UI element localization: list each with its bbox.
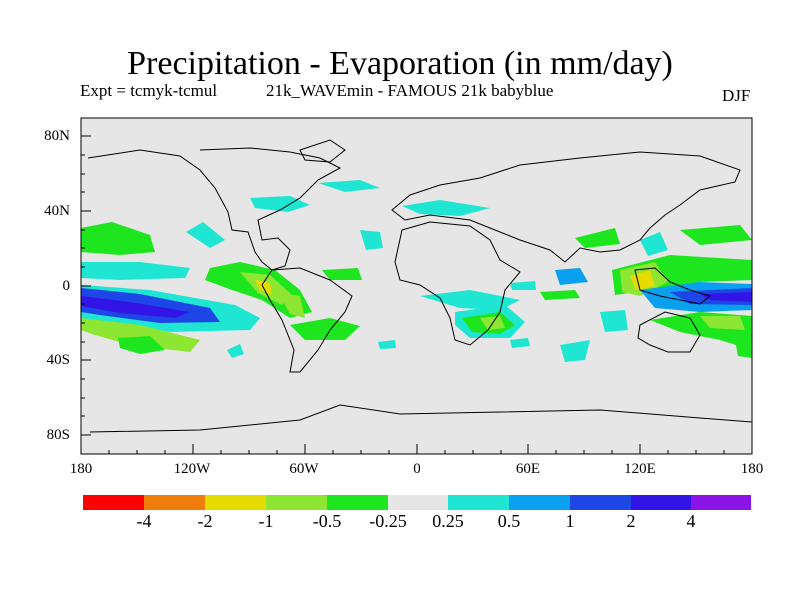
contour-green — [118, 336, 165, 354]
contour-cyan — [318, 180, 380, 192]
coastline-south-america — [261, 267, 353, 373]
field-contours — [81, 180, 752, 362]
contour-green — [735, 338, 752, 358]
contour-green — [290, 318, 360, 340]
contour-lightgreen — [700, 316, 745, 330]
contour-cyan — [600, 310, 628, 332]
contour-green — [322, 268, 362, 280]
contour-cyan — [360, 230, 383, 250]
contour-cyan — [378, 340, 396, 349]
contour-cyan — [510, 281, 536, 290]
contour-cyan — [81, 262, 190, 280]
coastline-antarctica — [89, 404, 753, 433]
contour-green — [575, 228, 620, 248]
contour-lightgreen — [81, 318, 200, 352]
colorbar-swatch-1 — [83, 495, 144, 510]
contour-cyan — [227, 344, 244, 358]
season-label: DJF — [722, 86, 751, 105]
colorbar-label-5: -0.25 — [369, 511, 407, 531]
colorbar-swatch-7 — [448, 495, 509, 510]
coastline-eurasia — [391, 151, 741, 263]
axis-ticks — [81, 135, 725, 454]
contour-green — [81, 222, 155, 255]
contour-darkblue — [700, 292, 752, 302]
experiment-description: 21k_WAVEmin - FAMOUS 21k babyblue — [266, 81, 554, 100]
contour-darkblue — [81, 296, 190, 318]
coastline-maritime-continent — [634, 267, 712, 305]
lon-label-60e: 60E — [515, 461, 541, 477]
contour-lightgreen — [278, 292, 305, 318]
colorbar-label-9: 2 — [626, 511, 636, 531]
lon-label-120w: 120W — [173, 461, 211, 477]
colorbar-swatch-9 — [570, 495, 631, 510]
lon-label-60w: 60W — [289, 461, 319, 477]
colorbar-label-1: -4 — [136, 511, 152, 531]
contour-cyan — [186, 222, 225, 248]
colorbar-swatch-3 — [205, 495, 266, 510]
colorbar-label-4: -0.5 — [312, 511, 342, 531]
lon-minor-ticks — [108, 450, 725, 454]
colorbar-label-8: 1 — [565, 511, 575, 531]
coastline-africa — [394, 221, 521, 346]
lat-label-0: 0 — [62, 278, 71, 294]
colorbar — [83, 495, 751, 510]
contour-lightblue — [555, 268, 588, 285]
chart-title: Precipitation - Evaporation (in mm/day) — [127, 45, 673, 82]
contour-cyan — [402, 200, 490, 216]
lat-label-80s: 80S — [46, 427, 70, 443]
lat-label-40n: 40N — [44, 203, 70, 219]
lon-label-0: 0 — [413, 461, 421, 477]
coastline-australia — [637, 311, 701, 353]
coastline-greenland — [299, 139, 346, 163]
contour-green — [680, 225, 752, 245]
colorbar-label-6: 0.25 — [432, 511, 464, 531]
colorbar-label-3: -1 — [258, 511, 274, 531]
contour-cyan — [250, 196, 310, 212]
lon-label-120e: 120E — [624, 461, 656, 477]
experiment-label: Expt = tcmyk-tcmul — [80, 81, 218, 100]
colorbar-label-2: -2 — [197, 511, 213, 531]
colorbar-swatch-5 — [327, 495, 388, 510]
coastlines — [87, 139, 753, 433]
contour-cyan — [420, 290, 520, 310]
colorbar-label-7: 0.5 — [497, 511, 521, 531]
lat-minor-ticks — [81, 154, 85, 417]
lon-label-180w: 180 — [69, 461, 93, 477]
lat-major-ticks — [81, 135, 91, 436]
contour-cyan — [560, 340, 590, 362]
contour-green — [540, 290, 580, 300]
colorbar-swatch-8 — [509, 495, 570, 510]
coastline-north-america — [87, 147, 342, 271]
colorbar-swatch-4 — [266, 495, 327, 510]
colorbar-swatch-11 — [691, 495, 751, 510]
lat-label-80n: 80N — [44, 128, 70, 144]
colorbar-swatch-10 — [631, 495, 691, 510]
colorbar-label-10: 4 — [686, 511, 696, 531]
lat-label-40s: 40S — [46, 352, 70, 368]
colorbar-swatch-6 — [388, 495, 448, 510]
contour-cyan — [640, 232, 668, 256]
contour-cyan — [510, 338, 530, 348]
lon-label-180e: 180 — [740, 461, 764, 477]
lon-major-ticks — [192, 444, 641, 454]
colorbar-swatch-2 — [144, 495, 205, 510]
